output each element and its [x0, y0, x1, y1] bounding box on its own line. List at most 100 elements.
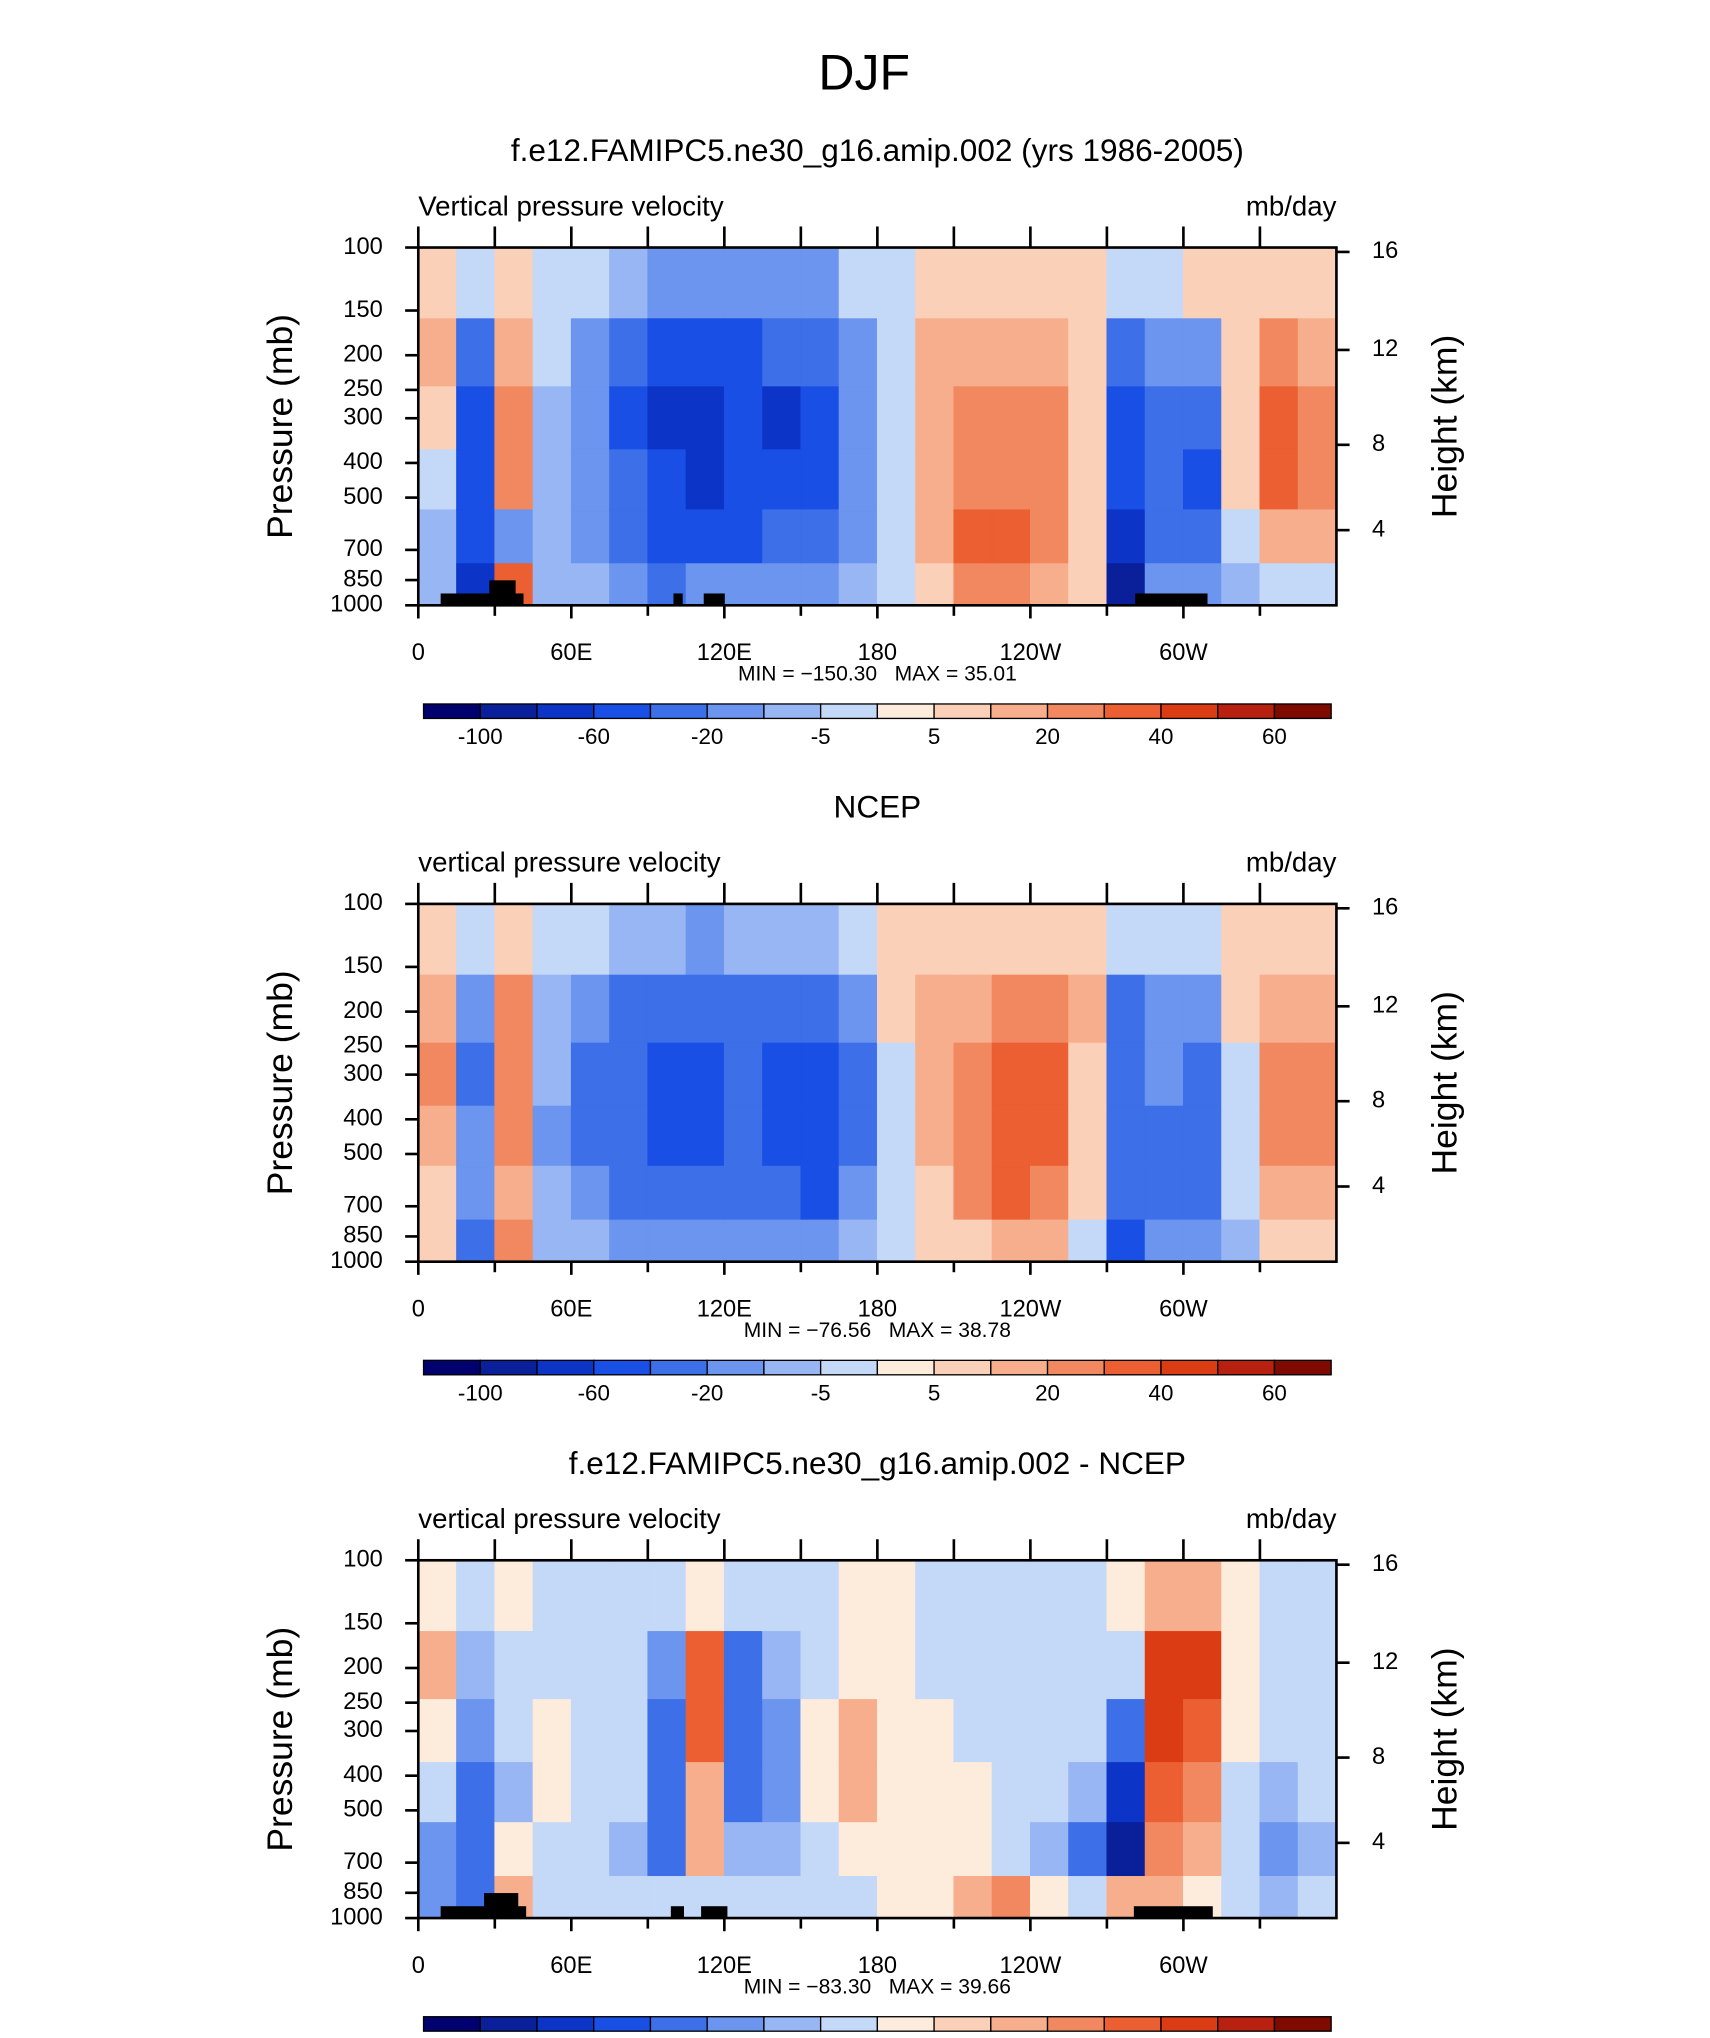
contour-cell	[1297, 449, 1337, 511]
colorbar-box	[1046, 703, 1105, 720]
contour-cell	[991, 563, 1031, 606]
contour-cell	[1259, 318, 1299, 388]
y-tick-label: 150	[343, 953, 382, 979]
contour-cell	[609, 1631, 649, 1700]
contour-cell	[1029, 974, 1070, 1044]
colorbar-box	[1160, 2016, 1219, 2032]
land	[673, 593, 683, 606]
contour-cell	[417, 974, 457, 1044]
contour-cell	[1106, 1631, 1146, 1700]
contour-cell	[762, 1105, 802, 1167]
contour-cell	[1068, 247, 1108, 320]
contour-cell	[1297, 509, 1337, 565]
x-tick-label: 60W	[1159, 1953, 1208, 1979]
contour-cell	[494, 974, 534, 1044]
contour-cell	[456, 509, 496, 565]
colorbar-box	[876, 1359, 935, 1376]
colorbar-box	[933, 1359, 992, 1376]
contour-cell	[1297, 1042, 1337, 1107]
contour-cell	[762, 1762, 802, 1823]
contour-cell	[1297, 974, 1337, 1044]
land	[440, 593, 524, 606]
colorbar-label: -60	[578, 724, 610, 749]
contour-cell	[876, 318, 917, 388]
colorbar-box	[1217, 2016, 1276, 2032]
contour-cell	[417, 903, 457, 976]
contour-cell	[1297, 1105, 1337, 1167]
contour-cell	[1297, 1699, 1337, 1763]
contour-cell	[570, 974, 610, 1044]
contour-cell	[532, 247, 572, 320]
contour-cell	[991, 1876, 1031, 1919]
contour-cell	[723, 386, 763, 451]
contour-cell	[1297, 563, 1337, 606]
contour-cell	[1106, 449, 1146, 511]
contour-cell	[647, 1219, 687, 1263]
contour-cell	[915, 449, 955, 511]
contour-cell	[647, 1105, 687, 1167]
contour-cell	[915, 318, 955, 388]
contour-cell	[417, 449, 457, 511]
contour-cell	[456, 1219, 496, 1263]
land	[489, 580, 516, 606]
contour-cell	[1259, 1822, 1299, 1877]
contour-cell	[1221, 1105, 1261, 1167]
contour-cell	[1297, 247, 1337, 320]
contour-cell	[456, 1042, 496, 1107]
contour-cell	[494, 1762, 534, 1823]
contour-cell	[876, 247, 917, 320]
contour-cell	[1106, 386, 1146, 451]
contour-cell	[876, 1822, 917, 1877]
contour-cell	[1029, 1631, 1070, 1700]
contour-cell	[800, 1699, 840, 1763]
x-tick-label: 180	[858, 1297, 897, 1323]
contour-cell	[1144, 449, 1184, 511]
contour-cell	[570, 563, 610, 606]
colorbar-box	[706, 703, 765, 720]
contour-cell	[647, 1699, 687, 1763]
contour-cell	[915, 1822, 955, 1877]
y-tick-label: 1000	[330, 1904, 383, 1930]
colorbar-box	[1217, 1359, 1276, 1376]
contour-cell	[953, 1699, 993, 1763]
contour-cell	[609, 247, 649, 320]
contour-cell	[1183, 903, 1223, 976]
contour-cell	[532, 1631, 572, 1700]
contour-cell	[723, 1165, 763, 1221]
contour-cell	[762, 386, 802, 451]
contour-cell	[1183, 1822, 1223, 1877]
contour-cell	[1144, 903, 1184, 976]
colorbar-label: 15	[1035, 2037, 1060, 2038]
contour-cell	[1221, 509, 1261, 565]
contour-cell	[876, 1876, 917, 1919]
colorbar-label: 10	[978, 2037, 1003, 2038]
contour-cell	[1297, 1165, 1337, 1221]
contour-cell	[1144, 1762, 1184, 1823]
contour-cell	[915, 903, 955, 976]
y-tick-label: 100	[343, 890, 382, 916]
x-tick-label: 60W	[1159, 1297, 1208, 1323]
contour-cell	[1029, 1762, 1070, 1823]
contour-cell	[876, 563, 917, 606]
contour-cell	[1106, 1876, 1146, 1919]
contour-cell	[838, 1762, 878, 1823]
contour-cell	[991, 386, 1031, 451]
contour-cell	[1106, 1822, 1146, 1877]
panel-title: f.e12.FAMIPC5.ne30_g16.amip.002 - NCEP	[569, 1445, 1186, 1481]
contour-cell	[685, 903, 725, 976]
contour-cell	[570, 1876, 610, 1919]
y-tick-label: 1000	[330, 592, 383, 618]
y-tick-label: 250	[343, 376, 382, 402]
colorbar-box	[706, 2016, 765, 2032]
contour-cell	[1144, 1559, 1184, 1632]
contour-cell	[991, 1699, 1031, 1763]
contour-cell	[1029, 318, 1070, 388]
y2-tick-label: 8	[1372, 1087, 1385, 1113]
contour-cell	[609, 1699, 649, 1763]
contour-cell	[1183, 1762, 1223, 1823]
contour-cell	[1068, 1165, 1108, 1221]
land	[440, 1906, 527, 1919]
contour-cell	[647, 1822, 687, 1877]
contour-cell	[876, 1762, 917, 1823]
contour-cell	[1144, 1042, 1184, 1107]
